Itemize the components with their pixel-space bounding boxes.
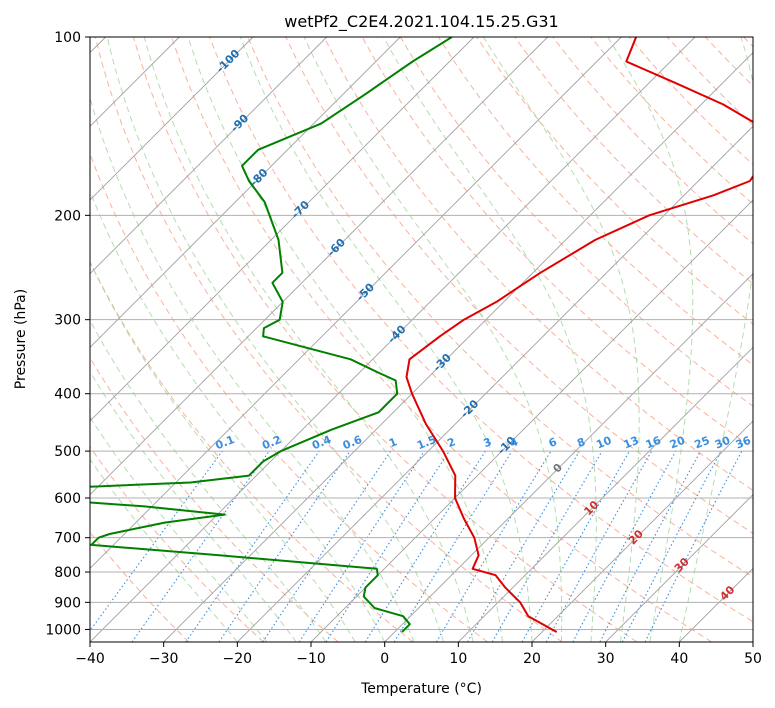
x-tick-label: −30 [149,651,179,667]
dry-adiabat [171,37,712,642]
moist-adiabat [143,37,474,642]
x-tick-label: 30 [597,651,615,667]
y-axis-label: Pressure (hPa) [13,289,29,389]
mixing-ratio-line [393,450,513,642]
x-tick-label: −40 [75,651,105,667]
mixing-ratio-line [572,450,677,642]
mixing-ratio-label: 10 [594,434,613,452]
y-tick-label: 500 [54,444,81,460]
moist-adiabat [90,458,238,642]
dry-adiabat [209,37,753,623]
background-lines [90,37,753,642]
y-tick-label: 400 [54,387,81,403]
y-tick-label: 800 [54,565,81,581]
x-tick-label: 20 [523,651,541,667]
mixing-ratio-lines [90,450,743,642]
mixing-ratio-label: 3 [481,435,493,450]
moist-adiabat [90,260,356,642]
isotherm [90,37,696,642]
isotherms [90,37,753,642]
x-tick-label: −20 [223,651,253,667]
dry-adiabat [132,37,638,642]
moist-adiabat [607,37,694,642]
isotherm [90,37,327,275]
dewpoint-profile [90,37,453,633]
moist-adiabat [90,416,268,642]
chart-title: wetPf2_C2E4.2021.104.15.25.G31 [284,12,558,32]
mixing-ratio-line [90,450,223,632]
x-tick-label: 40 [670,651,688,667]
dry-adiabat [247,37,753,578]
mixing-ratio-line [185,450,320,642]
moist-adiabat [90,370,297,642]
x-tick-label: −10 [296,651,326,667]
isotherm [90,37,401,348]
isotherm [384,273,753,642]
isotherm [90,37,475,422]
mixing-ratio-label: 1 [387,435,399,450]
isotherm [310,199,753,642]
isotherm [90,37,254,201]
mixing-ratio-line [521,450,630,642]
mixing-ratio-line [325,450,450,642]
dry-adiabat [94,37,563,642]
mixing-ratio-line [545,450,653,642]
plot-frame [89,36,754,643]
profiles [90,37,753,633]
mixing-ratio-line [131,450,270,642]
mixing-ratio-line [218,450,351,642]
mixing-ratio-label: 13 [622,434,641,452]
y-tick-label: 600 [54,491,81,507]
dry-adiabat [323,37,753,491]
mixing-ratio-label: 16 [644,434,663,452]
mixing-ratio-label: 30 [713,434,732,452]
mixing-ratio-label: 36 [734,434,753,452]
moist-adiabat [90,319,327,642]
mixing-ratio-label: 2 [445,435,457,450]
x-tick-label: 10 [449,651,467,667]
mixing-ratio-label: 20 [668,434,687,452]
mixing-ratio-label: 25 [693,434,712,452]
x-tick-label: 0 [380,651,389,667]
x-axis-label: Temperature (°C) [360,681,482,697]
dry-adiabat [514,37,753,285]
moist-adiabat [678,37,753,642]
moist-adiabat [106,37,445,642]
mixing-ratio-label: 8 [575,435,587,450]
dry-adiabat [90,356,339,642]
isotherm [90,37,548,496]
y-tick-label: 900 [54,595,81,611]
y-tick-label: 100 [54,30,81,46]
mixing-ratio-line [262,450,392,642]
dry-adiabats [90,37,753,642]
x-tick-label: 50 [744,651,762,667]
mixing-ratio-line [644,450,743,642]
moist-adiabat [187,37,503,642]
isotherm [605,494,753,642]
moist-adiabat [383,37,597,642]
y-tick-label: 200 [54,208,81,224]
moist-adiabat [239,37,533,642]
isotherm [458,346,753,642]
temperature-profile [405,37,753,633]
x-axis: −40 −30 −20 −10 0 10 20 30 40 50 [75,642,762,667]
moist-adiabat [90,189,386,642]
mixing-ratio-line [298,450,425,642]
moist-adiabat [303,37,563,642]
dry-adiabat [90,446,264,642]
pressure-gridlines [90,37,753,630]
isotherm [531,420,753,642]
y-tick-label: 300 [54,313,81,329]
dry-adiabat [285,37,753,535]
dry-adiabat [476,37,753,325]
isotherm [237,125,753,642]
y-tick-label: 700 [54,531,81,547]
y-axis: 100 200 300 400 500 600 700 800 900 1000 [45,30,90,638]
y-tick-label: 1000 [45,622,81,638]
isotherm [90,37,622,569]
moist-adiabat [482,37,640,642]
isotherm [163,52,753,642]
